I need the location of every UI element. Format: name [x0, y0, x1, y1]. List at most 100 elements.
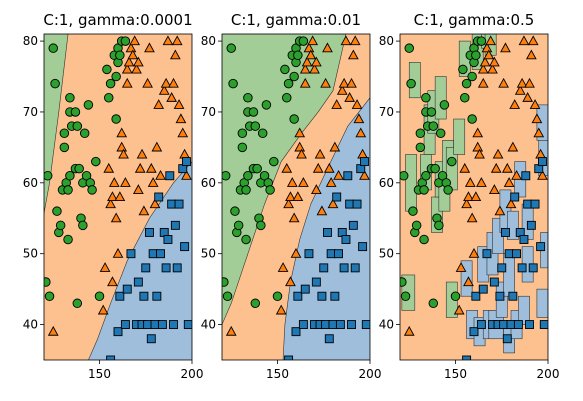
- point-square: [181, 157, 191, 167]
- point-circle: [289, 71, 299, 82]
- point-circle: [63, 185, 73, 195]
- point-triangle: [514, 84, 526, 95]
- point-triangle: [149, 198, 161, 209]
- point-triangle: [118, 148, 129, 159]
- point-square: [521, 171, 531, 181]
- subplot-title: C:1, gamma:0.01: [231, 11, 361, 29]
- point-triangle: [134, 162, 146, 173]
- point-triangle: [479, 56, 491, 67]
- point-circle: [471, 50, 481, 61]
- point-circle: [282, 93, 292, 103]
- point-triangle: [181, 170, 192, 180]
- point-square: [163, 235, 173, 244]
- point-circle: [87, 185, 97, 195]
- point-circle: [400, 277, 407, 287]
- point-triangle: [301, 56, 313, 67]
- point-triangle: [129, 35, 141, 46]
- point-triangle: [518, 35, 530, 46]
- point-triangle: [283, 198, 294, 209]
- point-circle: [74, 163, 84, 174]
- point-circle: [419, 185, 429, 195]
- point-circle: [230, 206, 240, 216]
- point-triangle: [511, 170, 522, 180]
- point-square: [293, 291, 303, 301]
- point-square: [298, 320, 308, 330]
- point-circle: [65, 93, 75, 103]
- subplot-title: C:1, gamma:0.5: [414, 11, 535, 29]
- point-triangle: [327, 198, 339, 209]
- point-square: [335, 320, 345, 330]
- point-circle: [272, 291, 283, 301]
- point-square: [154, 192, 164, 202]
- point-circle: [256, 220, 266, 231]
- point-triangle: [285, 191, 296, 202]
- point-triangle: [158, 84, 170, 95]
- point-circle: [226, 43, 236, 53]
- point-triangle: [498, 77, 509, 88]
- point-circle: [243, 170, 253, 181]
- point-triangle: [175, 113, 187, 124]
- axes-frame: [43, 33, 193, 361]
- point-triangle: [351, 99, 363, 109]
- point-square: [469, 327, 479, 337]
- point-triangle: [132, 184, 144, 194]
- point-triangle: [477, 77, 489, 88]
- point-triangle: [494, 205, 506, 216]
- point-circle: [248, 107, 259, 117]
- point-circle: [415, 128, 426, 138]
- point-triangle: [121, 77, 133, 88]
- point-triangle: [314, 148, 326, 159]
- point-square: [317, 291, 327, 301]
- point-triangle: [507, 141, 519, 152]
- subplot-title: C:1, gamma:0.0001: [43, 11, 192, 29]
- point-circle: [404, 43, 415, 53]
- point-triangle: [147, 177, 159, 187]
- ytick-label: 70: [379, 105, 394, 119]
- point-circle: [280, 64, 290, 75]
- region-square-island: [506, 210, 519, 240]
- point-triangle: [131, 63, 142, 74]
- ytick-label: 50: [23, 247, 38, 261]
- point-square: [150, 320, 160, 330]
- region-square-island: [536, 288, 548, 318]
- point-square: [284, 355, 294, 360]
- point-square: [528, 263, 538, 273]
- point-square: [141, 263, 151, 273]
- point-circle: [293, 50, 303, 61]
- plot-area: [400, 34, 548, 360]
- point-circle: [283, 78, 294, 89]
- point-square: [330, 291, 340, 301]
- point-circle: [72, 121, 83, 131]
- point-triangle: [347, 49, 359, 60]
- point-square: [319, 263, 329, 273]
- point-circle: [222, 170, 231, 181]
- point-square: [291, 327, 301, 337]
- point-square: [133, 277, 143, 287]
- point-square: [304, 249, 314, 259]
- point-triangle: [292, 191, 304, 202]
- point-circle: [70, 107, 81, 117]
- point-square: [343, 171, 353, 181]
- point-square: [497, 263, 507, 273]
- point-circle: [63, 234, 73, 245]
- point-triangle: [503, 177, 515, 187]
- point-triangle: [501, 162, 513, 173]
- point-triangle: [505, 198, 517, 209]
- point-square: [165, 171, 175, 181]
- point-circle: [44, 170, 53, 181]
- point-square: [148, 249, 158, 259]
- point-circle: [50, 78, 60, 89]
- point-circle: [434, 220, 444, 231]
- point-square: [152, 291, 162, 301]
- point-square: [113, 327, 123, 337]
- point-triangle: [153, 99, 165, 109]
- point-triangle: [522, 92, 534, 102]
- ytick-label: 40: [379, 318, 394, 332]
- point-triangle: [531, 113, 543, 124]
- point-circle: [78, 220, 88, 231]
- point-triangle: [359, 170, 370, 180]
- point-square: [536, 242, 546, 252]
- ytick-label: 60: [201, 176, 216, 190]
- point-triangle: [488, 56, 500, 67]
- point-circle: [91, 156, 101, 167]
